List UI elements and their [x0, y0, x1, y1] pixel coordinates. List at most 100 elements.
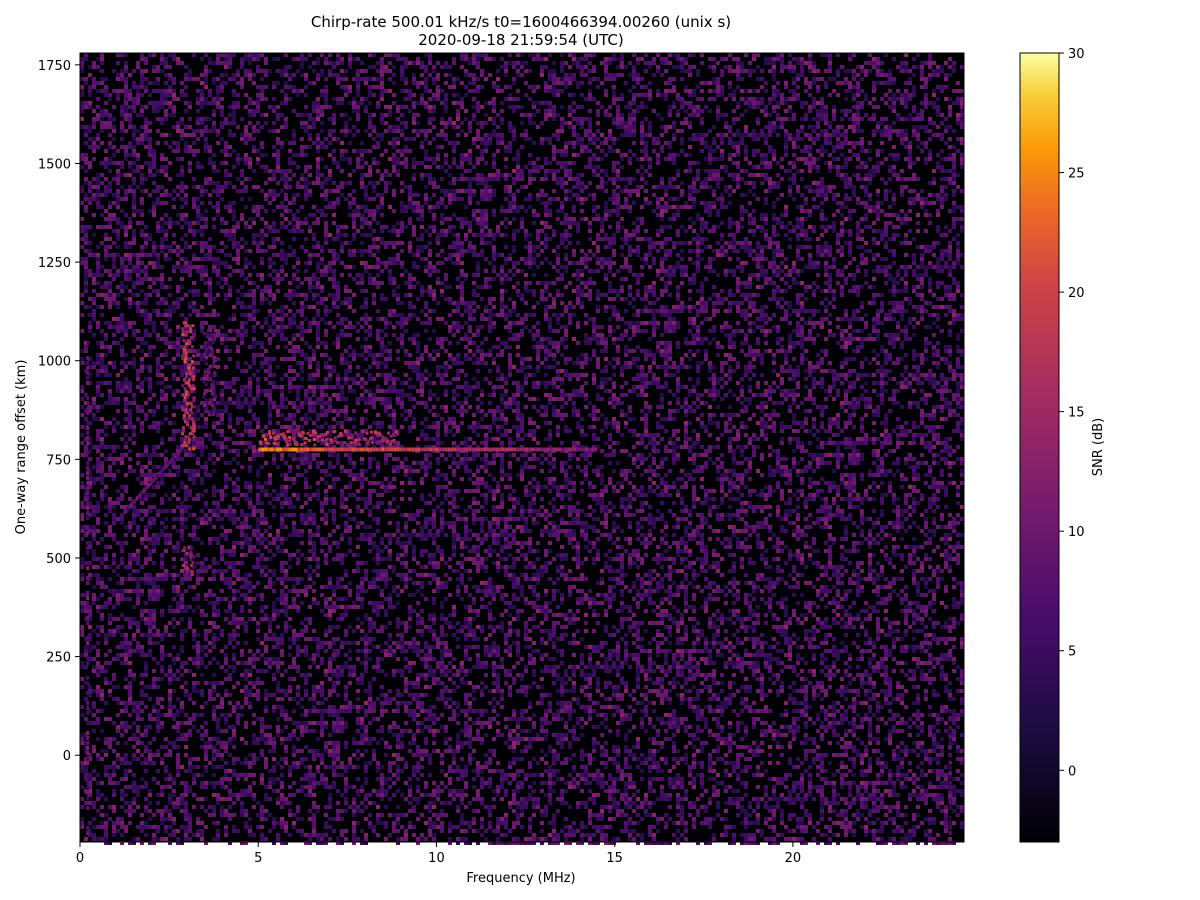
- noise-cell: [128, 241, 132, 245]
- noise-cell: [780, 165, 784, 169]
- noise-cell: [424, 201, 428, 205]
- noise-cell: [280, 141, 284, 145]
- noise-cell: [440, 229, 444, 233]
- noise-cell: [616, 213, 620, 217]
- noise-cell: [416, 121, 420, 125]
- noise-cell: [372, 65, 376, 69]
- noise-cell: [836, 249, 840, 253]
- noise-cell: [128, 161, 132, 165]
- noise-cell: [632, 201, 636, 205]
- noise-cell: [556, 209, 560, 213]
- noise-cell: [816, 89, 820, 93]
- noise-cell: [596, 185, 600, 189]
- noise-cell: [644, 181, 648, 185]
- noise-cell: [204, 65, 208, 69]
- noise-cell: [616, 225, 620, 229]
- noise-cell: [228, 57, 232, 61]
- noise-cell: [880, 149, 884, 153]
- noise-cell: [316, 173, 320, 177]
- noise-cell: [220, 109, 224, 113]
- noise-cell: [236, 221, 240, 225]
- noise-cell: [900, 169, 904, 173]
- noise-cell: [84, 157, 88, 161]
- noise-cell: [540, 241, 544, 245]
- noise-cell: [100, 53, 104, 57]
- noise-cell: [336, 73, 340, 77]
- noise-cell: [184, 261, 188, 265]
- noise-cell: [532, 85, 536, 89]
- noise-cell: [448, 257, 452, 261]
- noise-cell: [172, 93, 176, 97]
- noise-cell: [156, 185, 160, 189]
- noise-cell: [740, 261, 744, 265]
- noise-cell: [316, 221, 320, 225]
- noise-cell: [416, 237, 420, 241]
- noise-cell: [336, 101, 340, 105]
- noise-cell: [908, 201, 912, 205]
- noise-cell: [508, 205, 512, 209]
- noise-cell: [580, 185, 584, 189]
- noise-cell: [640, 93, 644, 97]
- noise-cell: [136, 129, 140, 133]
- noise-cell: [268, 257, 272, 261]
- noise-cell: [832, 89, 836, 93]
- noise-cell: [684, 229, 688, 233]
- noise-cell: [672, 213, 676, 217]
- noise-cell: [572, 117, 576, 121]
- noise-cell: [392, 73, 396, 77]
- noise-cell: [484, 257, 488, 261]
- noise-cell: [716, 181, 720, 185]
- noise-cell: [504, 173, 508, 177]
- noise-cell: [304, 181, 308, 185]
- noise-cell: [888, 125, 892, 129]
- noise-cell: [144, 161, 148, 165]
- noise-cell: [732, 161, 736, 165]
- noise-cell: [220, 161, 224, 165]
- noise-cell: [856, 153, 860, 157]
- noise-cell: [432, 225, 436, 229]
- noise-cell: [580, 121, 584, 125]
- noise-cell: [240, 217, 244, 221]
- noise-cell: [480, 241, 484, 245]
- noise-cell: [528, 113, 532, 117]
- noise-cell: [336, 97, 340, 101]
- noise-cell: [388, 113, 392, 117]
- noise-cell: [784, 141, 788, 145]
- noise-cell: [472, 105, 476, 109]
- noise-cell: [616, 169, 620, 173]
- noise-cell: [196, 77, 200, 81]
- noise-cell: [180, 189, 184, 193]
- noise-cell: [844, 185, 848, 189]
- noise-cell: [532, 209, 536, 213]
- noise-cell: [876, 73, 880, 77]
- noise-cell: [628, 133, 632, 137]
- noise-cell: [564, 73, 568, 77]
- noise-cell: [140, 137, 144, 141]
- noise-cell: [572, 109, 576, 113]
- noise-cell: [776, 105, 780, 109]
- noise-cell: [820, 105, 824, 109]
- noise-cell: [708, 169, 712, 173]
- noise-cell: [464, 189, 468, 193]
- noise-cell: [184, 77, 188, 81]
- noise-cell: [572, 221, 576, 225]
- noise-cell: [560, 125, 564, 129]
- noise-cell: [204, 217, 208, 221]
- noise-cell: [672, 77, 676, 81]
- noise-cell: [204, 129, 208, 133]
- noise-cell: [444, 205, 448, 209]
- noise-cell: [480, 125, 484, 129]
- noise-cell: [680, 97, 684, 101]
- noise-cell: [584, 197, 588, 201]
- noise-cell: [220, 105, 224, 109]
- noise-cell: [364, 197, 368, 201]
- noise-cell: [580, 173, 584, 177]
- noise-cell: [216, 133, 220, 137]
- noise-cell: [792, 229, 796, 233]
- noise-cell: [628, 181, 632, 185]
- noise-cell: [668, 109, 672, 113]
- noise-cell: [132, 125, 136, 129]
- noise-cell: [180, 249, 184, 253]
- noise-cell: [888, 129, 892, 133]
- noise-cell: [656, 185, 660, 189]
